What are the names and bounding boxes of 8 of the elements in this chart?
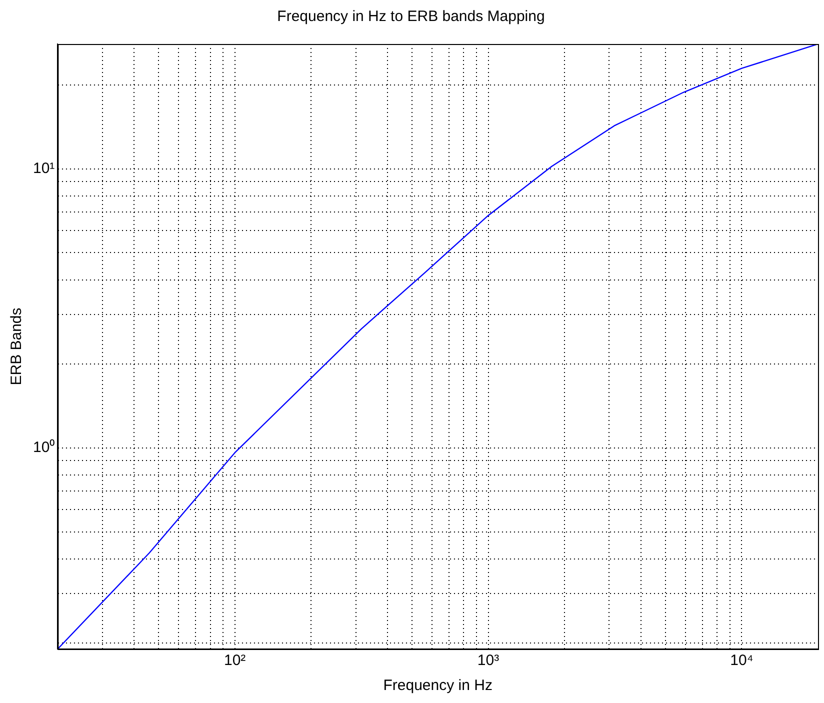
y-tick-label: 10¹ xyxy=(32,160,55,177)
x-tick-label: 10³ xyxy=(477,652,500,670)
x-axis-title: Frequency in Hz xyxy=(383,677,492,694)
y-axis-title: ERB Bands xyxy=(8,308,26,386)
chart-title: Frequency in Hz to ERB bands Mapping xyxy=(277,8,545,26)
x-tick-label: 10⁴ xyxy=(730,652,754,670)
y-tick-label: 10⁰ xyxy=(32,438,55,456)
x-tick-label: 10² xyxy=(224,652,246,670)
